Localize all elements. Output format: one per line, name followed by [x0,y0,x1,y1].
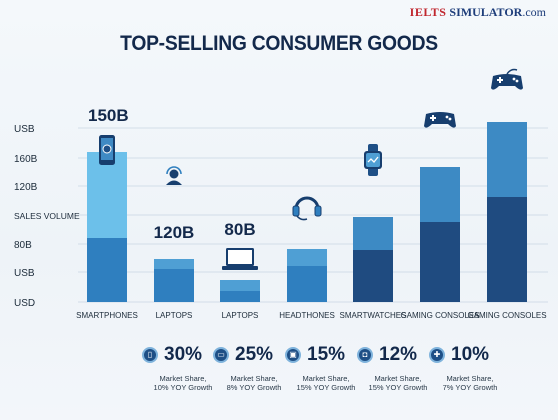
smartphone-icon [99,135,115,165]
stat-card: ✚ 10% Market Share, 7% YOY Growth [429,344,519,406]
stat-card: ▭ 25% Market Share, 8% YOY Growth [213,344,303,406]
x-tick-label: SMARTWATCHES [340,311,407,320]
bar-lower [487,197,527,302]
data-label: 80B [224,220,255,239]
bar-lower [87,238,127,302]
gamepad-icon [491,68,523,90]
data-label: 120B [154,223,195,242]
stat-description: Market Share, 10% YOY Growth [153,374,213,392]
x-tick-label: SMARTPHONES [76,311,138,320]
bar-upper [154,259,194,269]
x-tick-label: GAMING CONSOLES [400,311,479,320]
gamepad-icon [424,112,456,128]
stat-description: Market Share, 15% YOY Growth [296,374,356,392]
y-tick-label: USB [14,268,35,279]
laptop-icon [222,248,258,270]
stat-percentage: 25% [235,344,274,365]
bar-upper [420,167,460,222]
brand-part2: SIMULATOR [446,5,523,19]
stat-percentage: 10% [451,344,490,365]
stat-description: Market Share, 7% YOY Growth [442,374,498,392]
brand-part1: IELTS [409,5,447,19]
y-tick-label: 120B [14,182,38,193]
stat-description: Market Share, 8% YOY Growth [226,374,282,392]
stat-percentage: 30% [164,344,203,365]
bar-upper [87,152,127,238]
stat-card: ▣ 15% Market Share, 15% YOY Growth [285,344,375,406]
headphones-icon [292,196,322,221]
smartwatch-icon [364,144,382,176]
x-tick-label: LAPTOPS [156,311,193,320]
bar-lower [287,266,327,302]
stats-row: ▯ 30% Market Share, 10% YOY Growth ▭ 25% Marke… [0,344,558,416]
bar-lower [353,250,393,302]
bar-upper [287,249,327,266]
y-tick-label: USD [14,298,35,309]
stat-description: Market Share, 15% YOY Growth [368,374,428,392]
y-tick-label: 160B [14,154,38,165]
data-label: 150B [88,106,129,125]
stat-card: ▯ 30% Market Share, 10% YOY Growth [142,344,232,406]
x-tick-label: GAMING CONSOLES [467,311,546,320]
smartphone-icon: ▯ [142,347,158,363]
laptop-icon: ▭ [213,347,229,363]
y-tick-label: USB [14,124,35,135]
stat-card: ◘ 12% Market Share, 15% YOY Growth [357,344,447,406]
y-tick-label: SALES VOLUME [14,211,80,221]
stat-percentage: 15% [307,344,346,365]
y-tick-label: 80B [14,240,32,251]
brand-part3: .com [522,5,546,19]
stat-percentage: 12% [379,344,418,365]
x-tick-label: LAPTOPS [222,311,259,320]
headphones-icon: ◘ [357,347,373,363]
bar-upper [353,217,393,250]
bar-lower [154,269,194,302]
bar-upper [487,122,527,197]
brand-logo: IELTS SIMULATOR.com [410,5,546,20]
bar-lower [220,291,260,302]
bar-lower [420,222,460,302]
x-tick-label: HEADTHONES [279,311,335,320]
gamepad-icon: ✚ [429,347,445,363]
bar-upper [220,280,260,291]
monitor-icon: ▣ [285,347,301,363]
headset-person-icon [166,166,182,185]
chart-title: TOP-SELLING CONSUMER GOODS [120,32,438,55]
